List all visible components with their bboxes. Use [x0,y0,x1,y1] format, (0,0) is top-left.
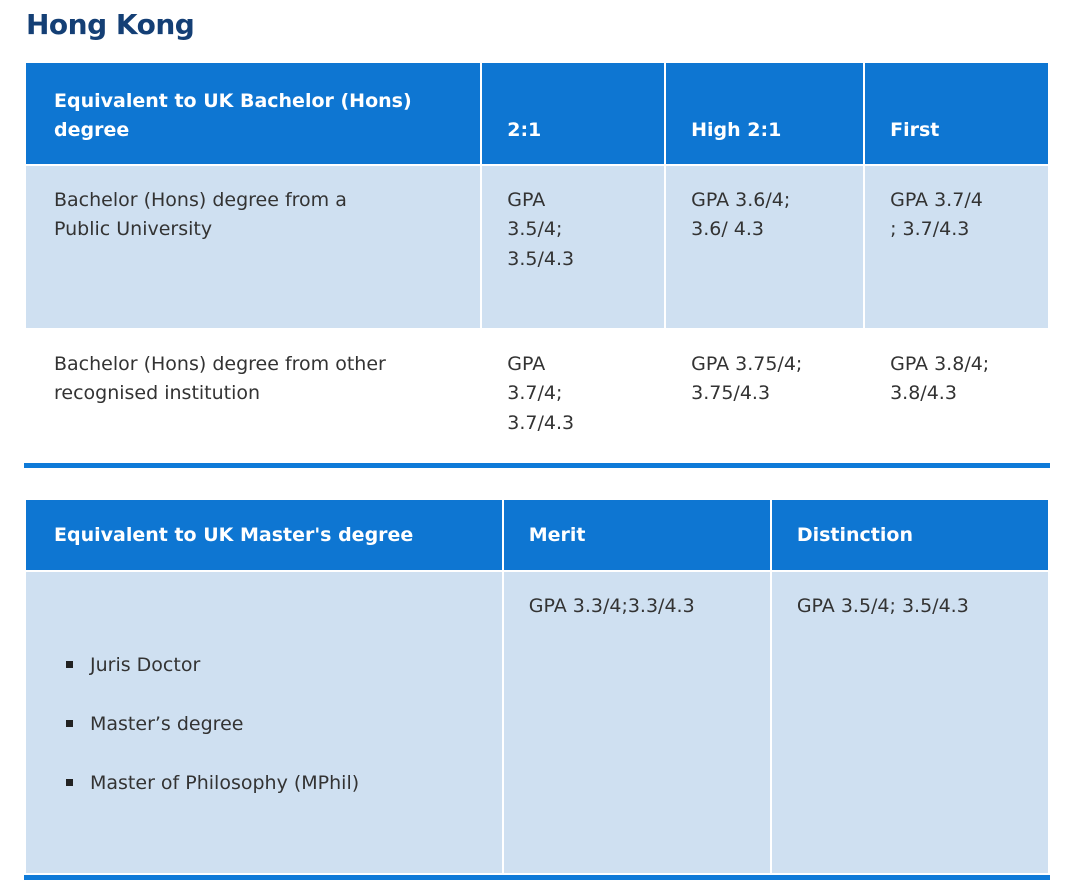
square-bullet-icon [66,661,73,669]
qualification-item-label: Master’s degree [90,712,244,735]
gpa-cell-first: GPA 3.8/4; 3.8/4.3 [865,330,1048,461]
qualification-list-cell: Juris Doctor Master’s degree Master of P… [26,572,502,873]
header-cell-distinction: Distinction [771,500,1048,570]
gpa-cell-2-1: GPA 3.7/4; 3.7/4.3 [482,330,665,461]
master-equivalency-table: Equivalent to UK Master's degree Merit D… [24,498,1050,880]
table-row: Juris Doctor Master’s degree Master of P… [26,572,1048,873]
header-cell-first: First [865,63,1048,164]
qualification-cell: Bachelor (Hons) degree from other recogn… [26,330,481,461]
table-row: Bachelor (Hons) degree from other recogn… [26,330,1048,461]
header-cell-master-qualification: Equivalent to UK Master's degree [26,500,502,570]
header-cell-qualification: Equivalent to UK Bachelor (Hons) degree [26,63,481,164]
header-cell-2-1: 2:1 [482,63,665,164]
square-bullet-icon [66,719,73,727]
list-item: Master’s degree [54,710,484,739]
master-table-header-row: Equivalent to UK Master's degree Merit D… [26,500,1048,570]
content-area: Hong Kong Equivalent to UK Bachelor (Hon… [24,8,1050,880]
header-cell-merit: Merit [503,500,770,570]
gpa-cell-2-1: GPA 3.5/4; 3.5/4.3 [482,166,665,328]
bachelor-table-header-row: Equivalent to UK Bachelor (Hons) degree … [26,63,1048,164]
header-cell-high-2-1: High 2:1 [666,63,864,164]
qualification-cell: Bachelor (Hons) degree from a Public Uni… [26,166,481,328]
gpa-cell-distinction: GPA 3.5/4; 3.5/4.3 [771,572,1048,873]
gpa-cell-first: GPA 3.7/4 ; 3.7/4.3 [865,166,1048,328]
gpa-cell-high-2-1: GPA 3.75/4; 3.75/4.3 [666,330,864,461]
page-title: Hong Kong [26,8,195,41]
square-bullet-icon [66,778,73,786]
qualification-list: Juris Doctor Master’s degree Master of P… [54,621,484,827]
qualification-item-label: Juris Doctor [90,653,201,676]
table-row: Bachelor (Hons) degree from a Public Uni… [26,166,1048,328]
list-item: Master of Philosophy (MPhil) [54,769,484,798]
qualification-item-label: Master of Philosophy (MPhil) [90,771,360,794]
list-item: Juris Doctor [54,651,484,680]
gpa-cell-merit: GPA 3.3/4;3.3/4.3 [503,572,770,873]
bachelor-equivalency-table: Equivalent to UK Bachelor (Hons) degree … [24,61,1050,468]
gpa-cell-high-2-1: GPA 3.6/4; 3.6/ 4.3 [666,166,864,328]
